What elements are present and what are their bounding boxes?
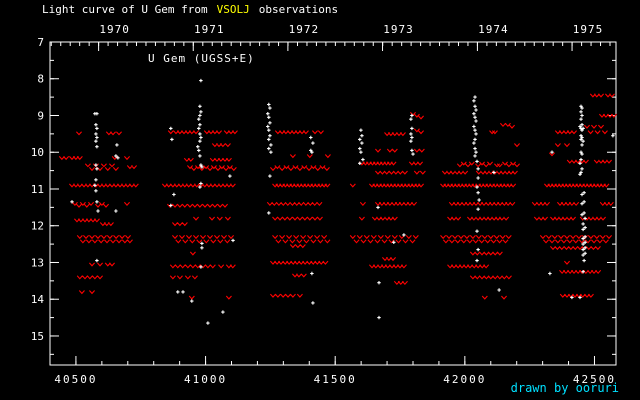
- object-label: U Gem (UGSS+E): [148, 52, 255, 65]
- year-label: 1973: [383, 23, 414, 36]
- mag-tick-label: 8: [37, 73, 44, 86]
- mag-tick-label: 10: [31, 146, 44, 159]
- mag-tick-label: 14: [31, 293, 45, 306]
- x-tick-label: 42500: [573, 373, 616, 386]
- x-tick-label: 40500: [54, 373, 97, 386]
- x-tick-label: 42000: [443, 373, 486, 386]
- x-tick-label: 41500: [314, 373, 357, 386]
- chart-title-prefix: Light curve of U Gem from: [42, 3, 208, 16]
- mag-tick-label: 9: [37, 109, 44, 122]
- year-label: 1970: [99, 23, 130, 36]
- year-label: 1972: [289, 23, 320, 36]
- credit-text: drawn by ooruri: [510, 381, 619, 395]
- mag-tick-label: 12: [31, 220, 44, 233]
- upper-limit-series: [58, 93, 617, 300]
- mag-tick-label: 13: [31, 256, 44, 269]
- plot-frame: [49, 41, 617, 366]
- chart-title: Light curve of U Gem from VSOLJ observatio…: [42, 3, 338, 16]
- mag-tick-label: 15: [31, 330, 44, 343]
- mag-tick-label: 11: [31, 183, 44, 196]
- chart-title-highlight: VSOLJ: [216, 3, 250, 16]
- year-label: 1971: [194, 23, 225, 36]
- year-label: 1975: [573, 23, 604, 36]
- positive-series: [70, 78, 615, 325]
- year-label: 1974: [478, 23, 509, 36]
- chart-title-suffix: observations: [258, 3, 339, 16]
- mag-tick-label: 7: [37, 36, 44, 49]
- x-tick-label: 41000: [184, 373, 227, 386]
